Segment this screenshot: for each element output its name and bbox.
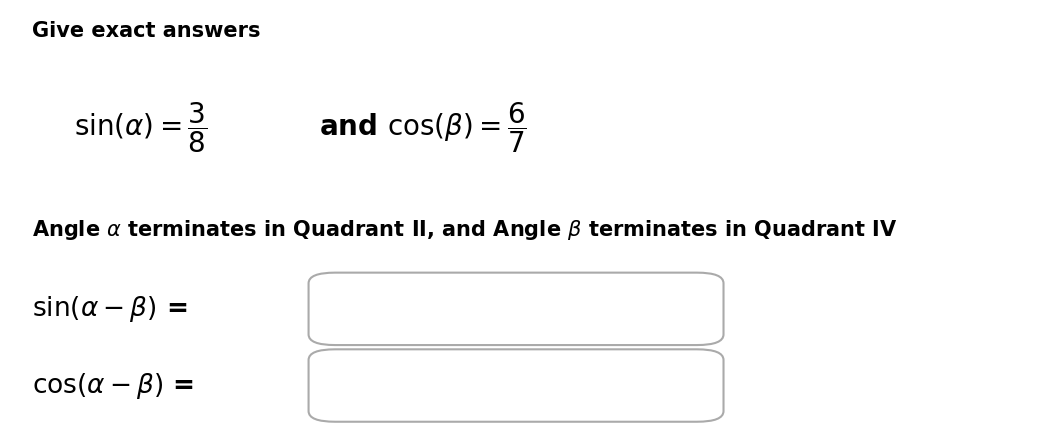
Text: $\sin(\alpha - \beta)$ =: $\sin(\alpha - \beta)$ = [32, 294, 187, 324]
Text: $\cos(\alpha - \beta)$ =: $\cos(\alpha - \beta)$ = [32, 371, 194, 400]
Text: Angle $\alpha$ terminates in Quadrant II, and Angle $\beta$ terminates in Quadra: Angle $\alpha$ terminates in Quadrant II… [32, 218, 897, 242]
Text: $\sin(\alpha) = \dfrac{3}{8}$: $\sin(\alpha) = \dfrac{3}{8}$ [74, 101, 207, 155]
Text: Give exact answers: Give exact answers [32, 21, 261, 41]
Text: and $\cos(\beta) = \dfrac{6}{7}$: and $\cos(\beta) = \dfrac{6}{7}$ [319, 101, 527, 155]
FancyBboxPatch shape [309, 273, 724, 345]
FancyBboxPatch shape [309, 349, 724, 422]
